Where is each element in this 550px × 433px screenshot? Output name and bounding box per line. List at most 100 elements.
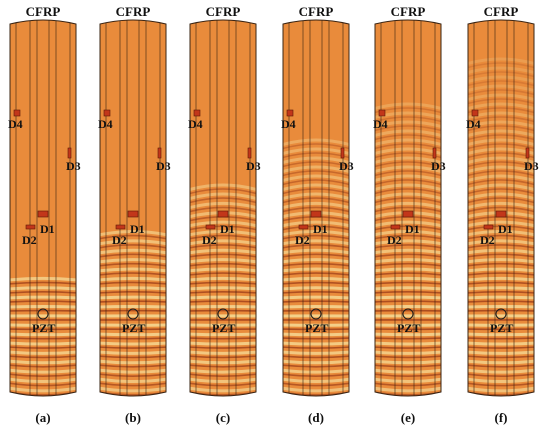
- pzt-actuator: [495, 308, 507, 320]
- wave-fringe-dark: [468, 152, 534, 159]
- pzt-actuator: [127, 308, 139, 320]
- defect-label-d1: D1: [313, 222, 328, 236]
- wave-fringe-light: [468, 120, 534, 129]
- plate-svg: [189, 19, 257, 397]
- plate-svg: [99, 19, 167, 397]
- defect-d1: [127, 210, 139, 218]
- wave-fringe-light: [375, 239, 441, 246]
- wave-fringe-light: [283, 239, 349, 246]
- wave-fringe-dark: [375, 337, 441, 340]
- wave-fringe-dark: [468, 373, 534, 377]
- wave-fringe-light: [375, 368, 441, 374]
- wave-fringe-dark: [468, 291, 534, 294]
- wave-fringe-light: [10, 377, 76, 384]
- plate-svg: [282, 19, 350, 397]
- defect-label-d2: D2: [295, 233, 310, 247]
- wave-fringe-light: [283, 192, 349, 201]
- wave-fringe-dark: [100, 253, 166, 258]
- wave-fringe-light: [375, 248, 441, 255]
- wave-fringe-light: [468, 57, 534, 66]
- wave-fringe-light: [468, 147, 534, 156]
- wave-fringe-light: [468, 258, 534, 264]
- defect-label-d3: D3: [339, 159, 354, 173]
- wave-fringe-light: [10, 276, 76, 282]
- wave-fringe-dark: [375, 253, 441, 258]
- defect-label-d2: D2: [202, 233, 217, 247]
- wave-fringe-light: [375, 332, 441, 337]
- defect-label-d1: D1: [220, 222, 235, 236]
- wave-fringe-light: [100, 368, 166, 374]
- wave-fringe-dark: [10, 281, 76, 285]
- wave-fringe-dark: [190, 206, 256, 213]
- wave-fringe-dark: [283, 291, 349, 294]
- wave-fringe-light: [283, 248, 349, 255]
- cfrp-plate: [281, 18, 351, 398]
- wave-fringe-dark: [468, 300, 534, 303]
- panel-caption: (e): [400, 410, 416, 425]
- wave-fringe-light: [375, 174, 441, 183]
- wave-fringe-dark: [375, 244, 441, 249]
- panel-title: CFRP: [298, 4, 334, 19]
- plate-outline: [189, 19, 257, 397]
- wave-fringe-dark: [100, 272, 166, 276]
- wave-fringe-light: [283, 359, 349, 365]
- wave-fringe-dark: [100, 291, 166, 294]
- wave-fringe-dark: [468, 272, 534, 276]
- wave-fringe-light: [190, 295, 256, 300]
- wave-fringe-light: [468, 102, 534, 111]
- wave-fringe-light: [468, 183, 534, 192]
- wave-fringe-dark: [10, 337, 76, 340]
- wave-fringe-light: [10, 332, 76, 337]
- wave-fringe-light: [375, 350, 441, 355]
- wave-fringe-light: [468, 286, 534, 291]
- wave-fringe-dark: [190, 262, 256, 267]
- wave-fringe-light: [190, 359, 256, 365]
- wave-fringe-dark: [375, 134, 441, 141]
- wave-fringe-light: [190, 239, 256, 246]
- wave-fringe-light: [10, 286, 76, 291]
- plate-svg: [467, 19, 535, 397]
- defect-d1: [402, 210, 414, 218]
- wave-fringe-light: [190, 341, 256, 346]
- wave-fringe-light: [468, 341, 534, 346]
- wave-fringe-dark: [10, 364, 76, 368]
- defect-label-d1: D1: [405, 222, 420, 236]
- wave-fringe-light: [468, 386, 534, 393]
- wave-fringe-light: [190, 183, 256, 192]
- wave-fringe-light: [375, 359, 441, 365]
- wave-fringe-light: [283, 138, 349, 147]
- wave-fringe-light: [100, 377, 166, 384]
- wave-fringe-light: [100, 276, 166, 282]
- wave-fringe-dark: [375, 234, 441, 240]
- wave-fringe-dark: [375, 170, 441, 177]
- wave-fringe-dark: [468, 355, 534, 359]
- wave-fringe-light: [283, 377, 349, 384]
- wave-fringe-light: [468, 350, 534, 355]
- wave-fringe-light: [468, 220, 534, 228]
- wave-fringe-light: [468, 93, 534, 102]
- wave-fringe-dark: [283, 143, 349, 150]
- defect-label-d2: D2: [480, 233, 495, 247]
- panel-2: CFRP D4 D3 D1 D2 PZT (b): [92, 0, 174, 433]
- wave-fringe-dark: [283, 355, 349, 359]
- wave-fringe-dark: [375, 152, 441, 159]
- defect-label-d1: D1: [130, 222, 145, 236]
- wave-fringe-dark: [190, 253, 256, 258]
- wave-fringe-light: [283, 276, 349, 282]
- wave-fringe-light: [100, 350, 166, 355]
- wave-fringe-dark: [283, 337, 349, 340]
- panel-title: CFRP: [205, 4, 241, 19]
- plate-outline: [282, 19, 350, 397]
- wave-fringe-dark: [190, 337, 256, 340]
- wave-fringe-dark: [283, 206, 349, 213]
- panel-caption: (a): [35, 410, 51, 425]
- wave-fringe-dark: [468, 134, 534, 141]
- wave-fringe-dark: [283, 179, 349, 186]
- wave-fringe-dark: [375, 373, 441, 377]
- wave-fringe-dark: [468, 382, 534, 387]
- wave-fringe-light: [283, 350, 349, 355]
- wave-fringe-dark: [283, 197, 349, 204]
- wave-fringe-dark: [283, 281, 349, 285]
- wave-fringe-dark: [283, 253, 349, 258]
- wave-fringe-dark: [100, 244, 166, 249]
